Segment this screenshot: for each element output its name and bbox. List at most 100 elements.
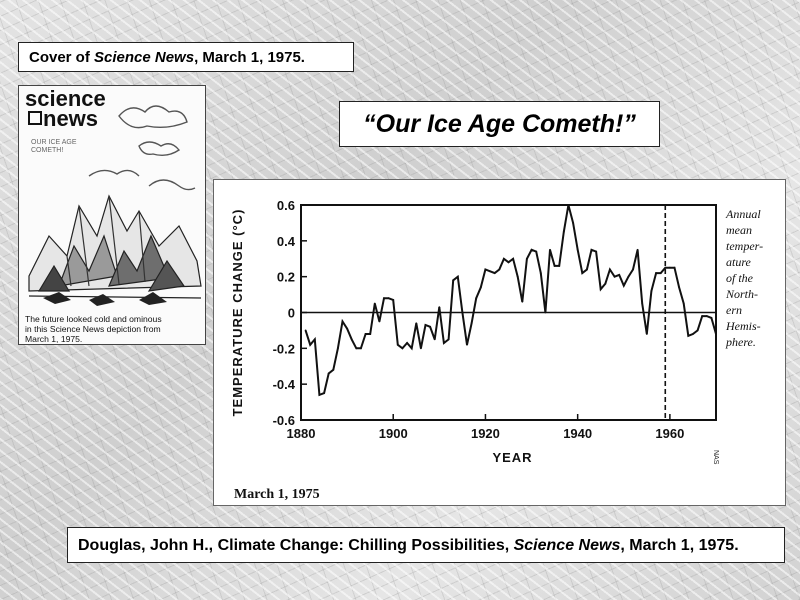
data-point xyxy=(604,282,607,285)
data-point xyxy=(346,327,349,330)
data-point xyxy=(304,329,307,332)
x-tick-label: 1900 xyxy=(379,426,408,441)
chart-panel: 0.6 0.4 0.2 0 -0.2 -0.4 -0.6 1880 1900 1920 1940 1… xyxy=(213,179,786,506)
cover-caption-line-2: in this Science News depiction from xyxy=(25,324,161,334)
data-point xyxy=(590,248,593,251)
y-tick-label: -0.2 xyxy=(273,341,295,356)
data-point xyxy=(327,372,330,375)
headline: “Our Ice Age Cometh!” xyxy=(339,101,660,147)
cover-caption-magazine: Science News xyxy=(94,49,195,66)
data-point xyxy=(489,270,491,273)
data-point xyxy=(641,302,644,305)
y-tick-label: -0.6 xyxy=(273,413,295,428)
annotation-line: of the xyxy=(726,271,754,285)
data-point xyxy=(645,333,648,335)
data-point xyxy=(406,342,408,344)
cover-caption-prefix: Cover of xyxy=(29,49,95,66)
data-point xyxy=(493,272,496,274)
data-point xyxy=(553,265,556,267)
data-point xyxy=(530,248,533,251)
annotation-line: temper- xyxy=(726,239,763,253)
data-point xyxy=(576,248,579,251)
y-tick-label: 0 xyxy=(288,306,295,321)
data-point xyxy=(650,290,653,292)
data-point xyxy=(636,248,639,251)
data-point xyxy=(360,347,362,350)
data-point xyxy=(622,284,625,287)
data-point xyxy=(535,250,538,253)
data-point xyxy=(429,325,432,328)
y-tick-label: 0.6 xyxy=(277,198,295,213)
x-tick-label: 1920 xyxy=(471,426,500,441)
data-point xyxy=(401,347,404,350)
chart-credit: NAS xyxy=(712,450,719,465)
data-point xyxy=(613,275,616,278)
data-point xyxy=(678,286,681,289)
data-point xyxy=(512,257,515,260)
data-point xyxy=(475,297,478,300)
data-point xyxy=(692,333,694,335)
data-point xyxy=(470,322,473,325)
data-point xyxy=(526,257,528,260)
data-point xyxy=(433,338,436,341)
magazine-cover-image: science news OUR ICE AGE COMETH! xyxy=(18,85,206,345)
data-point xyxy=(581,272,584,274)
chart-dateline: March 1, 1975 xyxy=(234,487,320,502)
data-point xyxy=(701,315,704,317)
data-point xyxy=(419,347,422,350)
data-point xyxy=(424,324,427,326)
temperature-chart: 0.60.40.20-0.2-0.4-0.6 1880 1900 1920 1940 1… xyxy=(230,198,763,502)
citation-part: Douglas, John H., Climate Change: Chilli… xyxy=(78,537,514,554)
data-point xyxy=(383,297,385,300)
annotation-line: Annual xyxy=(725,207,761,221)
data-point xyxy=(313,338,316,341)
cover-glacier xyxy=(28,194,202,299)
data-point xyxy=(549,248,551,251)
cover-masthead-science: science xyxy=(25,86,106,111)
data-point xyxy=(484,268,487,271)
data-point xyxy=(516,275,519,278)
data-point xyxy=(609,268,611,271)
data-point xyxy=(507,261,510,264)
y-tick-label: 0.2 xyxy=(277,270,295,285)
data-point xyxy=(336,347,339,350)
data-point xyxy=(595,250,598,253)
data-point xyxy=(364,333,367,335)
data-point xyxy=(461,311,464,314)
x-tick-label: 1960 xyxy=(655,426,684,441)
data-point xyxy=(387,297,390,300)
data-point xyxy=(447,338,450,341)
data-point xyxy=(521,300,524,303)
data-point xyxy=(341,320,344,323)
annotation-line: ern xyxy=(726,303,742,317)
y-axis: 0.6 0.4 0.2 0 -0.2 -0.4 -0.6 xyxy=(273,198,307,428)
cover-debris xyxy=(43,292,167,306)
annotation-line: Hemis- xyxy=(725,319,761,333)
data-point xyxy=(410,347,413,350)
cover-caption-line-3: March 1, 1975. xyxy=(25,334,82,344)
data-point xyxy=(309,343,312,346)
data-point xyxy=(415,322,418,325)
data-point xyxy=(318,394,321,396)
data-point xyxy=(659,272,662,274)
data-point xyxy=(332,368,335,371)
data-points xyxy=(304,204,717,396)
citation-part: , March 1, 1975. xyxy=(620,537,739,554)
data-point xyxy=(456,275,459,278)
data-point xyxy=(438,306,441,309)
data-point xyxy=(599,288,602,291)
data-point xyxy=(502,257,505,260)
data-point xyxy=(355,347,358,350)
x-tick-label: 1880 xyxy=(287,426,316,441)
cover-line-2: COMETH! xyxy=(31,147,63,154)
chart-annotation: Annual mean temper-ature of the North-ern Hem… xyxy=(725,207,763,349)
data-point xyxy=(479,286,482,289)
x-axis: 1880 1900 1920 1940 1960 xyxy=(287,414,684,441)
annotation-line: ature xyxy=(726,255,752,269)
annotation-line: North- xyxy=(725,287,758,301)
citation-part: Science News xyxy=(513,537,621,554)
data-point xyxy=(673,266,676,269)
data-point xyxy=(655,272,657,274)
cover-caption: Cover of Science News, March 1, 1975. xyxy=(18,42,354,72)
